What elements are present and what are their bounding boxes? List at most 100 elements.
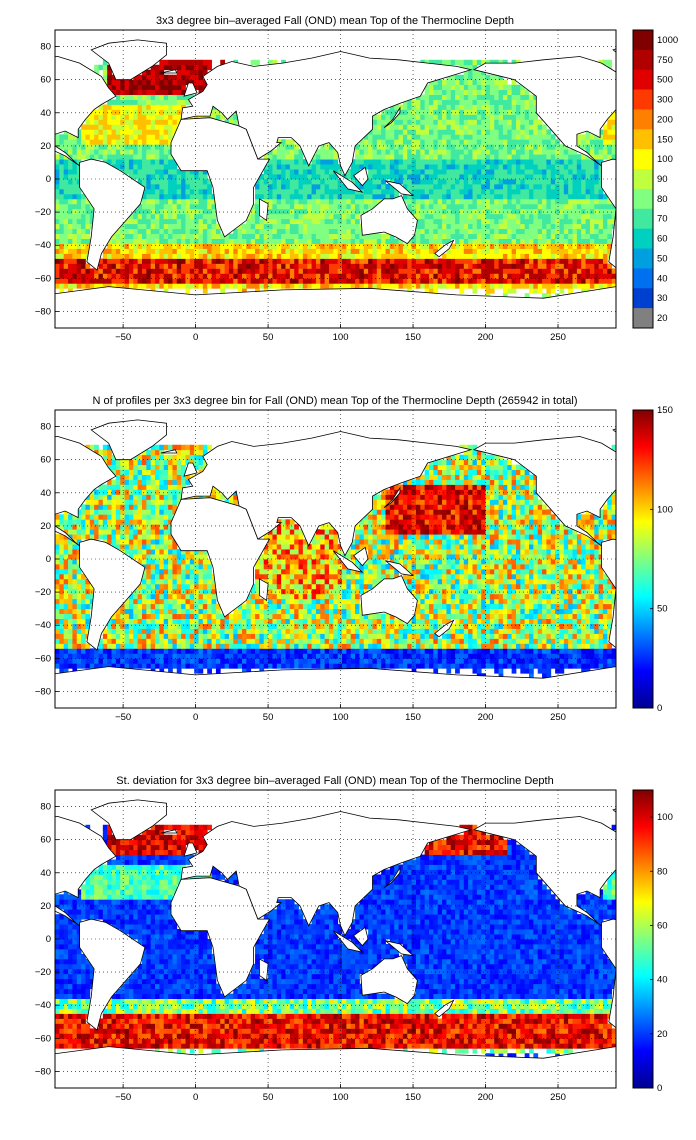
x-tick-label: 200 xyxy=(478,332,494,343)
x-tick-label: −50 xyxy=(115,332,131,343)
colorbar-label: 20 xyxy=(657,1029,668,1040)
colorbar-label: 500 xyxy=(657,75,673,86)
x-tick-label: −50 xyxy=(115,1092,131,1103)
gridlines xyxy=(55,410,616,708)
colorbar-label: 1000 xyxy=(657,35,678,46)
colorbar-swatch xyxy=(633,228,653,249)
x-tick-label: 200 xyxy=(478,1092,494,1103)
y-tick-label: 20 xyxy=(40,141,51,152)
colorbar-label: 40 xyxy=(657,975,668,986)
map-area xyxy=(54,409,617,709)
x-tick-label: 50 xyxy=(263,1092,274,1103)
y-tick-label: 60 xyxy=(40,455,51,466)
y-tick-label: 20 xyxy=(40,521,51,532)
panel-stdev: St. deviation for 3x3 degree bin–average… xyxy=(35,775,673,1103)
colorbar-label: 150 xyxy=(657,405,673,416)
colorbar-label: 100 xyxy=(657,154,673,165)
y-tick-label: 0 xyxy=(46,934,51,945)
y-tick-label: −40 xyxy=(35,620,51,631)
y-tick-label: 40 xyxy=(40,488,51,499)
y-tick-label: 0 xyxy=(46,174,51,185)
colorbar-swatch xyxy=(633,288,653,309)
colorbar-frame xyxy=(632,789,654,1089)
y-tick-label: −80 xyxy=(35,686,51,697)
y-tick-label: −20 xyxy=(35,207,51,218)
gridlines xyxy=(55,30,616,328)
data-cells xyxy=(55,444,616,679)
colorbar: 150 100 50 0 xyxy=(632,405,673,714)
panel-count: N of profiles per 3x3 degree bin for Fal… xyxy=(35,395,673,723)
colorbar-label: 200 xyxy=(657,114,673,125)
y-tick-label: −20 xyxy=(35,967,51,978)
x-tick-label: 0 xyxy=(193,1092,198,1103)
x-tick-label: 150 xyxy=(405,1092,421,1103)
colorbar-swatch xyxy=(633,268,653,289)
coastlines xyxy=(55,799,616,1088)
colorbar-label: 90 xyxy=(657,174,668,185)
y-tick-label: 60 xyxy=(40,75,51,86)
x-tick-label: 250 xyxy=(550,712,566,723)
y-tick-label: 60 xyxy=(40,835,51,846)
colorbar-swatch xyxy=(633,129,653,150)
x-tick-label: 150 xyxy=(405,332,421,343)
colorbar-gradient xyxy=(633,410,653,708)
y-tick-label: −20 xyxy=(35,587,51,598)
colorbar-swatch xyxy=(633,149,653,170)
colorbar-swatch xyxy=(633,49,653,71)
y-tick-label: 80 xyxy=(40,422,51,433)
colorbar-label: 750 xyxy=(657,55,673,66)
panel-title: 3x3 degree bin–averaged Fall (OND) mean … xyxy=(156,15,514,27)
colorbar-label: 80 xyxy=(657,194,668,205)
y-tick-label: −80 xyxy=(35,1066,51,1077)
colorbar-swatch xyxy=(633,248,653,269)
colorbar-label: 60 xyxy=(657,920,668,931)
x-tick-label: 100 xyxy=(333,712,349,723)
x-tick-label: 0 xyxy=(193,332,198,343)
colorbar-label: 20 xyxy=(657,313,668,324)
x-tick-label: −50 xyxy=(115,712,131,723)
colorbar-label: 150 xyxy=(657,134,673,145)
x-tick-label: 0 xyxy=(193,712,198,723)
coastlines xyxy=(55,39,616,328)
gridlines xyxy=(55,790,616,1088)
colorbar-swatch xyxy=(633,69,653,90)
colorbar-label: 50 xyxy=(657,253,668,264)
colorbar-label: 0 xyxy=(657,1083,662,1094)
colorbar-label: 70 xyxy=(657,214,668,225)
panel-title: St. deviation for 3x3 degree bin–average… xyxy=(116,775,553,787)
data-cells xyxy=(55,824,616,1059)
y-tick-label: −60 xyxy=(35,653,51,664)
colorbar-gradient xyxy=(633,790,653,1088)
x-tick-label: 250 xyxy=(550,1092,566,1103)
colorbar-swatch xyxy=(633,208,653,229)
y-tick-label: 80 xyxy=(40,802,51,813)
y-tick-label: −60 xyxy=(35,1033,51,1044)
data-cells xyxy=(55,59,616,299)
coastlines xyxy=(55,419,616,708)
x-tick-label: 100 xyxy=(333,332,349,343)
colorbar: 1000 750 500 300 200 150 100 90 80 70 60 50 40 30 20 xyxy=(632,29,678,329)
colorbar-swatch xyxy=(633,188,653,210)
x-tick-label: 250 xyxy=(550,332,566,343)
colorbar-label: 100 xyxy=(657,504,673,515)
map-area xyxy=(54,789,617,1089)
colorbar-frame xyxy=(632,409,654,709)
y-tick-label: 40 xyxy=(40,108,51,119)
y-tick-label: −40 xyxy=(35,1000,51,1011)
y-tick-label: −40 xyxy=(35,240,51,251)
x-tick-label: 50 xyxy=(263,332,274,343)
colorbar-label: 300 xyxy=(657,95,673,106)
colorbar-swatch xyxy=(633,89,653,110)
map-area xyxy=(54,29,617,329)
colorbar-label: 0 xyxy=(657,703,662,714)
colorbar-label: 40 xyxy=(657,273,668,284)
y-tick-label: 0 xyxy=(46,554,51,565)
colorbar-label: 80 xyxy=(657,866,668,877)
y-tick-label: 80 xyxy=(40,42,51,53)
panel-mean: 3x3 degree bin–averaged Fall (OND) mean … xyxy=(35,15,678,343)
colorbar-swatch xyxy=(633,169,653,190)
